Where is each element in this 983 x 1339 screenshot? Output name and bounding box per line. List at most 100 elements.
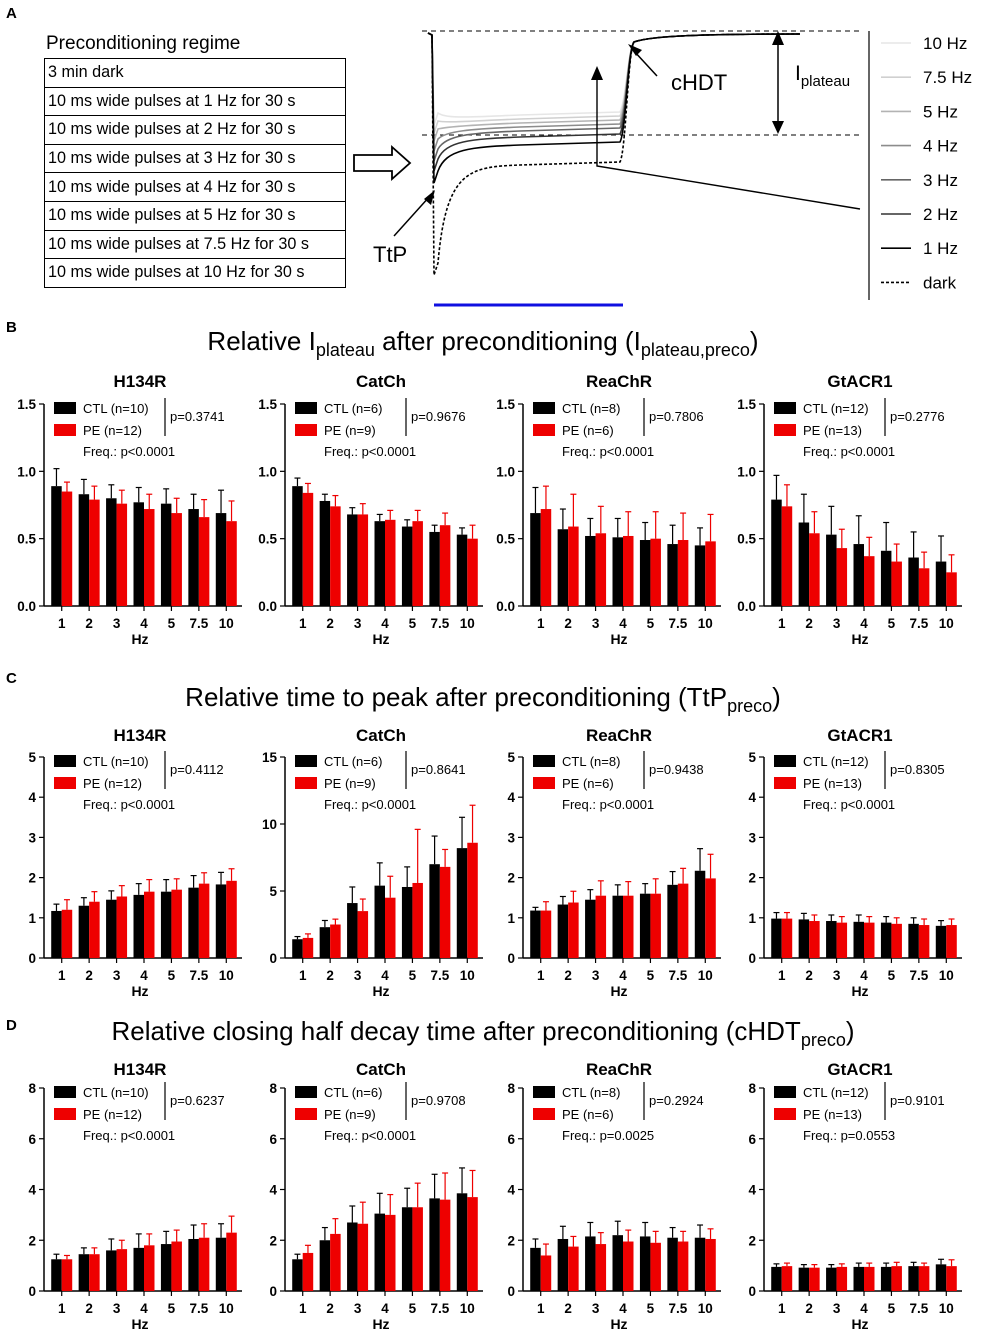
bar-ctl bbox=[106, 1250, 117, 1291]
bar-ctl bbox=[429, 1198, 440, 1291]
x-tick-label: 3 bbox=[592, 968, 600, 983]
p-value-label: p=0.7806 bbox=[649, 409, 704, 424]
x-tick-label: 10 bbox=[939, 616, 954, 631]
ttp-label: TtP bbox=[373, 242, 407, 267]
bar-pe bbox=[540, 1255, 552, 1291]
x-tick-label: 4 bbox=[140, 1301, 148, 1316]
x-tick-label: 1 bbox=[299, 1301, 307, 1316]
y-tick-label: 1.5 bbox=[496, 397, 515, 412]
bar-ctl bbox=[429, 864, 440, 958]
x-tick-label: 1 bbox=[537, 616, 545, 631]
freq-label: Freq.: p<0.0001 bbox=[324, 1128, 416, 1143]
bar-ctl bbox=[319, 500, 331, 606]
bar-ctl bbox=[133, 502, 144, 606]
bar-pe bbox=[650, 893, 661, 958]
legend-label-ctl: CTL (n=6) bbox=[324, 1085, 382, 1100]
x-tick-label: 4 bbox=[619, 1301, 627, 1316]
y-tick-label: 2 bbox=[507, 1233, 515, 1248]
y-tick-label: 8 bbox=[28, 1081, 36, 1096]
legend-label-pe: PE (n=6) bbox=[562, 776, 614, 791]
p-value-label: p=0.3741 bbox=[170, 409, 225, 424]
iplateau-label: Iplateau bbox=[795, 62, 850, 90]
bar-ctl bbox=[557, 529, 569, 606]
bar-pe bbox=[891, 923, 902, 958]
bar-ctl bbox=[935, 1264, 947, 1291]
chart-title: ReaChR bbox=[586, 726, 652, 745]
hollow-arrow-icon bbox=[353, 144, 412, 182]
bar-pe bbox=[918, 1266, 930, 1291]
x-tick-label: 3 bbox=[113, 968, 121, 983]
bar-pe bbox=[439, 1199, 451, 1291]
bar-chart-c-reachr: ReaChR 0 1 2 3 4 5 1 2 3 4 5 7.5 10 Hz CTL (n=8) PE (n=6… bbox=[507, 726, 721, 999]
y-tick-label: 0 bbox=[269, 1284, 277, 1299]
legend-swatch-pe bbox=[774, 424, 796, 436]
y-tick-label: 4 bbox=[269, 1183, 277, 1198]
x-tick-label: 10 bbox=[219, 616, 234, 631]
x-tick-label: 10 bbox=[698, 1301, 713, 1316]
x-axis-label: Hz bbox=[851, 631, 868, 647]
x-tick-label: 1 bbox=[58, 1301, 66, 1316]
panel-label-d: D bbox=[6, 1017, 17, 1034]
p-value-label: p=0.6237 bbox=[170, 1093, 225, 1108]
legend-swatch-ctl bbox=[774, 755, 796, 767]
x-tick-label: 7.5 bbox=[909, 1301, 928, 1316]
bar-ctl bbox=[667, 884, 678, 958]
legend-swatch-ctl bbox=[533, 755, 555, 767]
y-tick-label: 0 bbox=[507, 1284, 515, 1299]
legend-label: 7.5 Hz bbox=[923, 68, 972, 87]
bar-ctl bbox=[51, 1259, 62, 1291]
legend-label: 2 Hz bbox=[923, 205, 958, 224]
x-tick-label: 7.5 bbox=[189, 1301, 208, 1316]
y-tick-label: 8 bbox=[748, 1081, 756, 1096]
bar-pe bbox=[385, 519, 396, 606]
chart-title: GtACR1 bbox=[827, 726, 892, 745]
x-tick-label: 3 bbox=[833, 616, 841, 631]
trace-line bbox=[427, 32, 801, 172]
bar-ctl bbox=[880, 922, 892, 958]
legend-label-pe: PE (n=12) bbox=[83, 423, 142, 438]
y-tick-label: 3 bbox=[28, 830, 36, 845]
bar-pe bbox=[198, 517, 210, 606]
legend-label-ctl: CTL (n=12) bbox=[803, 1085, 869, 1100]
x-tick-label: 7.5 bbox=[909, 616, 928, 631]
x-tick-label: 1 bbox=[778, 616, 786, 631]
legend-label: 3 Hz bbox=[923, 171, 958, 190]
arrow-head-icon bbox=[772, 121, 784, 134]
regime-table: 3 min dark 10 ms wide pulses at 1 Hz for… bbox=[44, 58, 346, 288]
bar-ctl bbox=[694, 545, 706, 606]
x-tick-label: 10 bbox=[698, 616, 713, 631]
bar-ctl bbox=[401, 526, 413, 606]
bar-pe bbox=[439, 866, 451, 958]
legend-label-pe: PE (n=6) bbox=[562, 1107, 614, 1122]
freq-label: Freq.: p<0.0001 bbox=[562, 444, 654, 459]
bar-ctl bbox=[160, 891, 172, 958]
bar-ctl bbox=[557, 1238, 569, 1291]
x-tick-label: 3 bbox=[354, 968, 362, 983]
x-tick-label: 2 bbox=[564, 616, 572, 631]
bar-ctl bbox=[374, 521, 385, 606]
bar-pe bbox=[650, 1242, 661, 1291]
x-tick-label: 1 bbox=[299, 968, 307, 983]
x-tick-label: 2 bbox=[805, 616, 813, 631]
legend-label-pe: PE (n=13) bbox=[803, 776, 862, 791]
bar-ctl bbox=[853, 544, 864, 606]
regime-row: 10 ms wide pulses at 1 Hz for 30 s bbox=[44, 86, 346, 117]
bar-pe bbox=[836, 922, 848, 958]
bar-ctl bbox=[639, 540, 651, 606]
x-tick-label: 2 bbox=[85, 1301, 93, 1316]
y-tick-label: 0 bbox=[28, 1284, 36, 1299]
bar-ctl bbox=[853, 921, 864, 958]
bar-ctl bbox=[51, 910, 62, 958]
x-tick-label: 7.5 bbox=[430, 968, 449, 983]
bar-ctl bbox=[347, 903, 358, 958]
bar-pe bbox=[623, 1241, 634, 1291]
bar-pe bbox=[302, 492, 314, 606]
bar-pe bbox=[198, 883, 210, 958]
regime-title: Preconditioning regime bbox=[46, 33, 241, 54]
panel-label-a: A bbox=[6, 5, 17, 22]
freq-label: Freq.: p<0.0001 bbox=[803, 444, 895, 459]
y-tick-label: 6 bbox=[507, 1132, 515, 1147]
x-tick-label: 1 bbox=[58, 616, 66, 631]
bar-ctl bbox=[133, 894, 144, 958]
